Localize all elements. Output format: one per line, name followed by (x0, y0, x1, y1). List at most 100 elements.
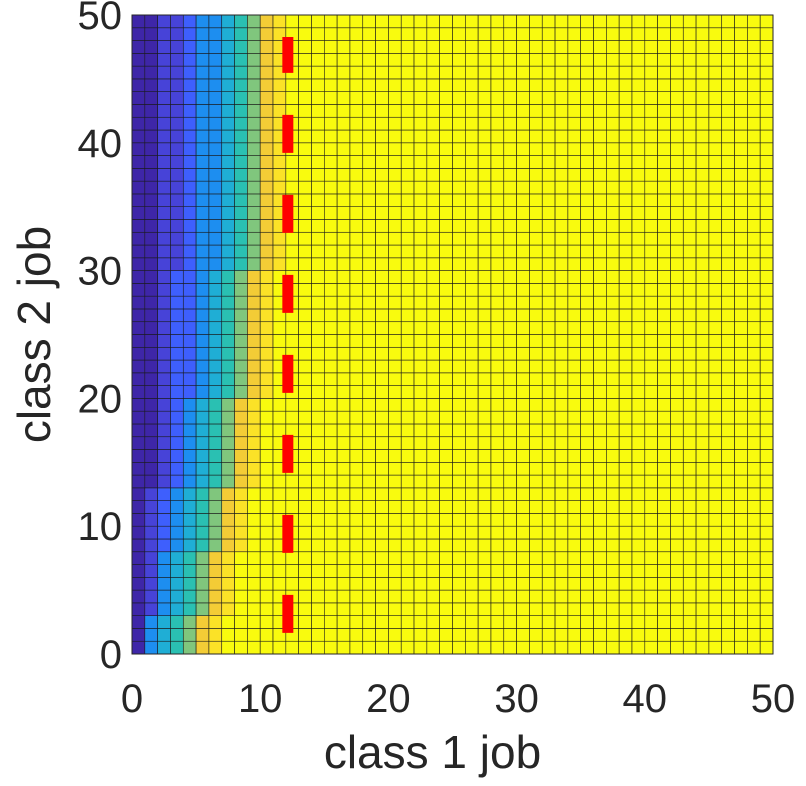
heatmap-cell (221, 551, 235, 565)
heatmap-cell (336, 372, 351, 386)
heatmap-cell (695, 129, 710, 144)
heatmap-cell (259, 602, 274, 616)
heatmap-cell (695, 308, 710, 323)
heatmap-cell (606, 308, 620, 323)
heatmap-cell (182, 487, 197, 501)
heatmap-cell (452, 640, 466, 655)
heatmap-cell (554, 104, 569, 118)
heatmap-cell (439, 385, 453, 399)
heatmap-cell (567, 640, 582, 655)
heatmap-cell (593, 602, 607, 616)
heatmap-cell (503, 513, 517, 527)
heatmap-cell (695, 410, 710, 425)
heatmap-cell (131, 283, 146, 297)
heatmap-cell (529, 142, 543, 156)
heatmap-cell (529, 206, 543, 220)
heatmap-cell (426, 500, 440, 514)
heatmap-cell (734, 168, 748, 182)
heatmap-cell (465, 346, 479, 361)
heatmap-cell (375, 295, 389, 310)
heatmap-cell (593, 513, 607, 527)
heatmap-cell (439, 372, 453, 386)
heatmap-cell (567, 589, 582, 604)
heatmap-cell (221, 461, 235, 476)
heatmap-cell (490, 40, 505, 54)
heatmap-cell (311, 27, 325, 41)
heatmap-cell (503, 129, 517, 144)
heatmap-cell (516, 525, 530, 540)
heatmap-cell (144, 40, 158, 54)
heatmap-cell (247, 53, 261, 67)
heatmap-cell (759, 142, 774, 156)
heatmap-cell (606, 525, 620, 540)
heatmap-cell (554, 615, 569, 629)
heatmap-cell (734, 398, 748, 412)
heatmap-cell (644, 129, 658, 144)
heatmap-cell (298, 500, 312, 514)
heatmap-cell (234, 219, 248, 233)
heatmap-cell (247, 206, 261, 220)
heatmap-cell (477, 461, 492, 476)
heatmap-cell (580, 116, 594, 131)
heatmap-cell (580, 244, 594, 259)
heatmap-cell (554, 65, 569, 80)
heatmap-cell (413, 193, 428, 207)
heatmap-cell (490, 91, 505, 105)
heatmap-cell (259, 461, 274, 476)
heatmap-cell (452, 14, 466, 29)
heatmap-cell (413, 500, 428, 514)
heatmap-cell (477, 295, 492, 310)
heatmap-cell (157, 334, 171, 348)
heatmap-cell (336, 615, 351, 629)
heatmap-cell (323, 538, 338, 553)
heatmap-cell (362, 231, 376, 246)
heatmap-cell (208, 231, 223, 246)
heatmap-cell (708, 129, 723, 144)
heatmap-cell (734, 40, 748, 54)
heatmap-cell (182, 257, 197, 271)
heatmap-cell (580, 474, 594, 489)
heatmap-cell (182, 129, 197, 144)
heatmap-cell (221, 602, 235, 616)
heatmap-cell (131, 500, 146, 514)
heatmap-cell (311, 372, 325, 386)
heatmap-cell (388, 27, 402, 41)
heatmap-cell (747, 53, 761, 67)
heatmap-cell (465, 308, 479, 323)
heatmap-cell (721, 295, 735, 310)
heatmap-cell (144, 91, 158, 105)
heatmap-cell (208, 244, 223, 259)
heatmap-cell (529, 129, 543, 144)
heatmap-cell (734, 219, 748, 233)
heatmap-cell (670, 334, 684, 348)
heatmap-cell (516, 27, 530, 41)
heatmap-cell (465, 334, 479, 348)
heatmap-cell (388, 334, 402, 348)
heatmap-cell (426, 193, 440, 207)
heatmap-cell (439, 487, 453, 501)
heatmap-cell (247, 474, 261, 489)
heatmap-cell (631, 500, 646, 514)
heatmap-cell (606, 538, 620, 553)
heatmap-cell (618, 423, 633, 438)
heatmap-cell (298, 168, 312, 182)
heatmap-cell (695, 219, 710, 233)
heatmap-cell (375, 589, 389, 604)
heatmap-cell (439, 231, 453, 246)
heatmap-cell (349, 423, 364, 438)
heatmap-cell (580, 155, 594, 169)
heatmap-cell (349, 168, 364, 182)
heatmap-cell (400, 308, 415, 323)
heatmap-cell (606, 104, 620, 118)
heatmap-cell (349, 257, 364, 271)
heatmap-cell (349, 640, 364, 655)
heatmap-cell (234, 538, 248, 553)
heatmap-cell (554, 295, 569, 310)
heatmap-cell (298, 78, 312, 92)
heatmap-cell (465, 244, 479, 259)
heatmap-cell (541, 142, 556, 156)
heatmap-cell (490, 577, 505, 591)
heatmap-cell (272, 155, 287, 169)
heatmap-cell (734, 27, 748, 41)
heatmap-cell (682, 564, 697, 578)
